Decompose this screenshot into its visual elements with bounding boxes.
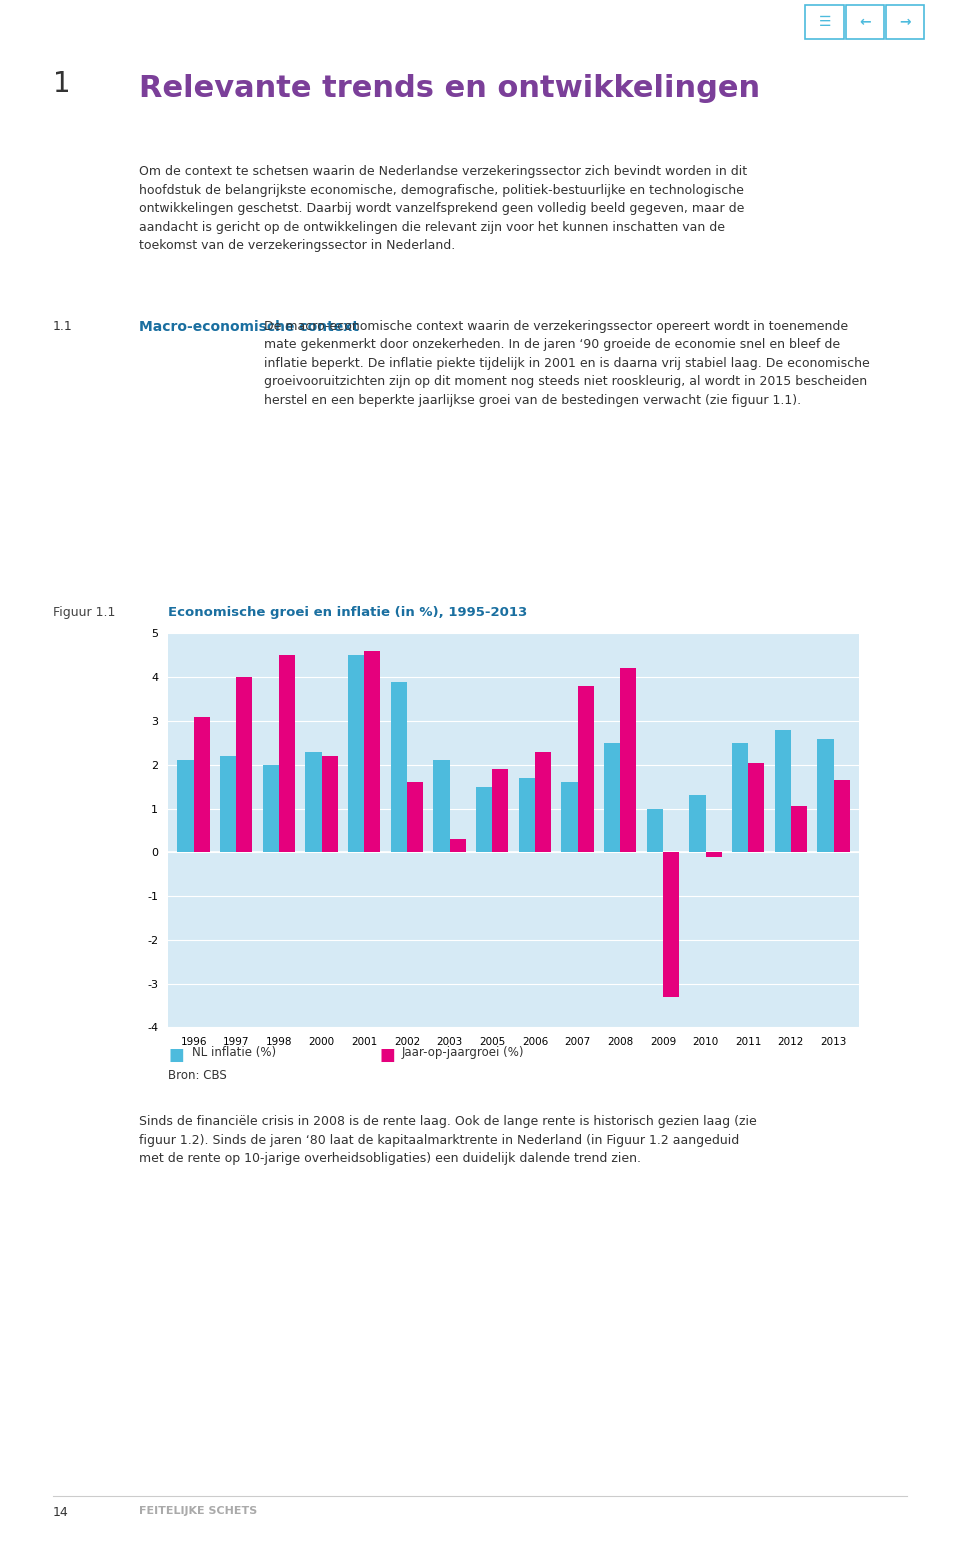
Text: Relevante trends en ontwikkelingen: Relevante trends en ontwikkelingen	[139, 74, 760, 104]
Bar	[748, 763, 764, 853]
Bar	[604, 743, 620, 853]
Bar	[775, 729, 791, 853]
Bar	[620, 669, 636, 853]
Bar	[391, 681, 407, 853]
Text: Om de context te schetsen waarin de Nederlandse verzekeringssector zich bevindt : Om de context te schetsen waarin de Nede…	[139, 165, 747, 252]
Text: De macro-economische context waarin de verzekeringssector opereert wordt in toen: De macro-economische context waarin de v…	[264, 320, 870, 406]
Bar	[706, 853, 722, 856]
Text: Macro-economische context: Macro-economische context	[139, 320, 359, 334]
Bar	[364, 650, 380, 853]
Bar	[263, 765, 279, 853]
Bar	[732, 743, 748, 853]
Text: Sinds de financiële crisis in 2008 is de rente laag. Ook de lange rente is histo: Sinds de financiële crisis in 2008 is de…	[139, 1115, 756, 1165]
Text: ←: ←	[859, 15, 871, 29]
Text: Figuur 1.1: Figuur 1.1	[53, 606, 115, 618]
Text: ☰: ☰	[818, 15, 831, 29]
Bar	[433, 760, 449, 853]
Bar	[449, 839, 466, 853]
Bar	[220, 756, 236, 853]
Bar	[305, 751, 322, 853]
Bar	[476, 786, 492, 853]
Bar	[178, 760, 194, 853]
Bar	[194, 717, 210, 853]
Bar	[833, 780, 850, 853]
Bar	[817, 739, 833, 853]
Text: NL inflatie (%): NL inflatie (%)	[192, 1046, 276, 1058]
Bar	[279, 655, 295, 853]
Bar	[407, 782, 423, 853]
Text: Economische groei en inflatie (in %), 1995-2013: Economische groei en inflatie (in %), 19…	[168, 606, 527, 618]
Text: ■: ■	[168, 1046, 183, 1065]
Bar	[518, 777, 535, 853]
Bar	[562, 782, 578, 853]
Bar	[791, 806, 807, 853]
Bar	[236, 677, 252, 853]
Bar	[322, 756, 338, 853]
Bar	[535, 751, 551, 853]
Bar	[663, 853, 679, 997]
Bar	[647, 808, 663, 853]
Text: FEITELIJKE SCHETS: FEITELIJKE SCHETS	[139, 1506, 257, 1516]
Text: 14: 14	[53, 1506, 68, 1519]
Text: Bron: CBS: Bron: CBS	[168, 1069, 227, 1081]
Text: 1.1: 1.1	[53, 320, 73, 332]
Text: ■: ■	[379, 1046, 395, 1065]
Bar	[578, 686, 594, 853]
Bar	[689, 796, 706, 853]
Text: 1: 1	[53, 70, 70, 97]
Text: →: →	[900, 15, 911, 29]
Text: Jaar-op-jaargroei (%): Jaar-op-jaargroei (%)	[401, 1046, 524, 1058]
Bar	[348, 655, 364, 853]
Bar	[492, 769, 509, 853]
